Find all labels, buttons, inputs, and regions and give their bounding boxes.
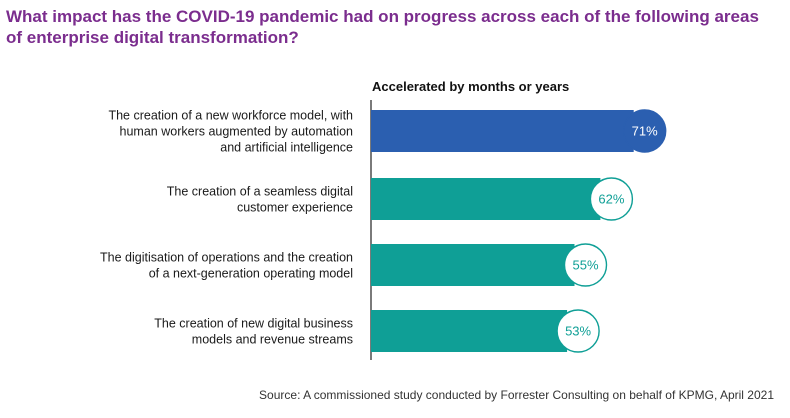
value-label-1: 71%	[632, 124, 658, 139]
category-label-3-line-2: of a next-generation operating model	[149, 267, 353, 281]
value-badge-2	[589, 177, 634, 221]
bar-2	[371, 178, 601, 220]
category-label-4-line-2: models and revenue streams	[192, 333, 353, 347]
value-label-2: 62%	[598, 192, 624, 207]
bar-chart: Accelerated by months or years 71% The cre…	[100, 79, 667, 360]
category-label-2-line-2: customer experience	[237, 201, 353, 215]
value-badge-1	[623, 109, 667, 153]
value-badge-4	[556, 309, 600, 353]
bar-4	[371, 310, 568, 352]
category-label-1-line-2: human workers augmented by automation	[120, 125, 354, 139]
value-label-4: 53%	[565, 324, 591, 339]
category-label-1-line-1: The creation of a new workforce model, w…	[108, 109, 353, 123]
bar-3	[371, 244, 575, 286]
source-note: Source: A commissioned study conducted b…	[259, 388, 774, 402]
series-header: Accelerated by months or years	[372, 79, 569, 94]
category-label-4-line-1: The creation of new digital business	[154, 317, 353, 331]
category-label-3-line-1: The digitisation of operations and the c…	[100, 251, 353, 265]
category-label-2-line-1: The creation of a seamless digital	[167, 185, 353, 199]
value-label-3: 55%	[572, 258, 598, 273]
value-badge-3	[563, 243, 608, 287]
bar-1	[371, 110, 634, 152]
category-label-1-line-3: and artificial intelligence	[220, 141, 353, 155]
chart-title: What impact has the COVID-19 pandemic ha…	[6, 7, 759, 47]
